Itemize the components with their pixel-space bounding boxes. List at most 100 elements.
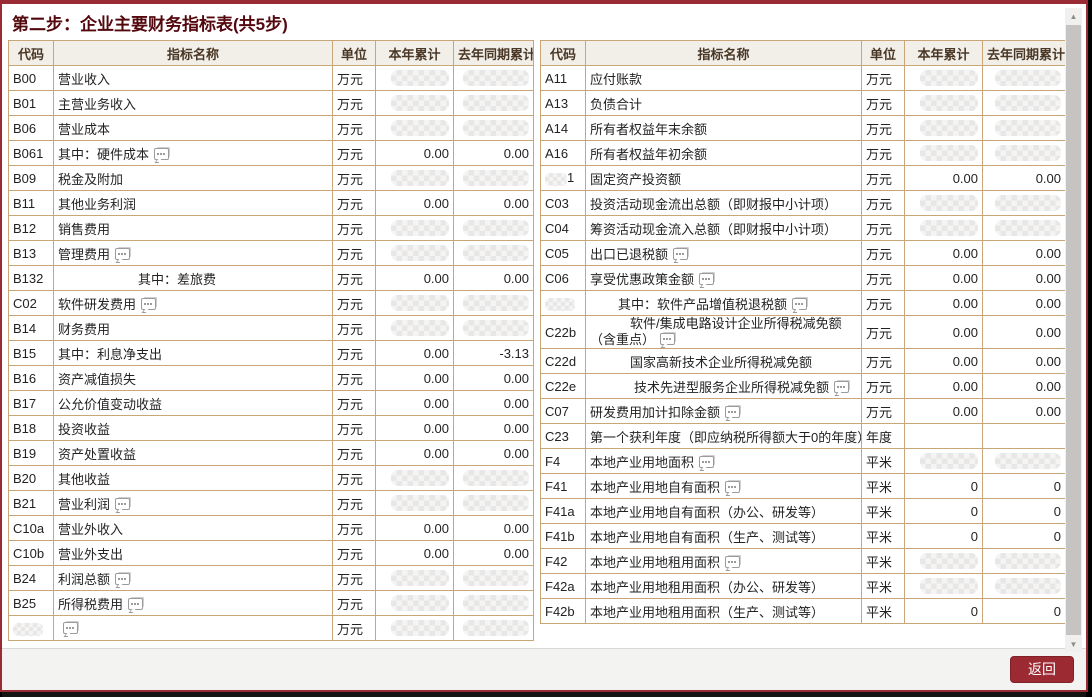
code-text: C07 — [545, 403, 569, 419]
indicator-name-cell: 本地产业用地自有面积 — [585, 473, 862, 499]
column-header: 去年同期累计 — [982, 40, 1066, 66]
redacted-value-blob — [391, 470, 449, 487]
indicator-name: 其中：利息净支出 — [58, 346, 163, 362]
table-row: C06 享受优惠政策金额 万元 0.00 0.00 — [540, 265, 1066, 291]
indicator-name: 负债合计 — [590, 96, 643, 112]
current-year-value-cell — [375, 290, 454, 316]
code-text: B21 — [13, 495, 37, 511]
current-year-value-cell: 0.00 — [904, 165, 983, 191]
unit-cell: 万元 — [861, 315, 905, 349]
prior-year-value-cell: 0.00 — [453, 140, 534, 166]
prior-year-value-cell — [982, 573, 1066, 599]
indicator-name-cell: 销售费用 — [53, 215, 333, 241]
code-text: B061 — [13, 145, 44, 161]
comment-tooltip-icon[interactable] — [792, 297, 808, 310]
current-year-value-cell: 0.00 — [904, 373, 983, 399]
comment-tooltip-icon[interactable] — [660, 333, 676, 345]
current-year-value-cell: 0.00 — [904, 265, 983, 291]
comment-tooltip-icon[interactable] — [725, 480, 741, 493]
indicator-name: 筹资活动现金流入总额（即财报中小计项） — [590, 221, 838, 237]
comment-tooltip-icon[interactable] — [725, 405, 741, 418]
back-button[interactable]: 返回 — [1010, 656, 1074, 683]
code-cell: B09 — [8, 165, 54, 191]
redacted-value-blob — [391, 170, 449, 187]
code-cell: B21 — [8, 490, 54, 516]
indicator-name: 所有者权益年初余额 — [590, 146, 708, 162]
comment-tooltip-icon[interactable] — [141, 297, 157, 310]
indicator-name-cell: 营业成本 — [53, 115, 333, 141]
indicator-name-cell: 本地产业用地租用面积（办公、研发等） — [585, 573, 862, 599]
comment-tooltip-icon[interactable] — [154, 147, 170, 160]
code-text: B25 — [13, 595, 37, 611]
comment-tooltip-icon[interactable] — [115, 247, 131, 260]
current-year-value-cell — [375, 615, 454, 641]
unit-cell: 万元 — [332, 190, 376, 216]
comment-tooltip-icon[interactable] — [128, 597, 144, 610]
table-row: B06 营业成本 万元 — [8, 115, 534, 141]
current-year-value-cell: 0.00 — [375, 440, 454, 466]
redacted-value-blob — [995, 553, 1061, 570]
current-year-value-cell: 0.00 — [375, 415, 454, 441]
vertical-scrollbar[interactable]: ▲ ▼ — [1065, 8, 1082, 652]
right-financial-table: 代码 指标名称 单位 本年累计 去年同期累计 A11 应付账款 万元 A13 负债合计 万元 A14… — [540, 40, 1066, 624]
indicator-name: 其他业务利润 — [58, 196, 137, 212]
code-cell: B13 — [8, 240, 54, 266]
prior-year-value-cell: 0.00 — [982, 290, 1066, 316]
scrollbar-thumb[interactable] — [1066, 25, 1081, 635]
comment-tooltip-icon[interactable] — [699, 272, 715, 285]
comment-tooltip-icon[interactable] — [725, 555, 741, 568]
table-row: C04 筹资活动现金流入总额（即财报中小计项） 万元 — [540, 215, 1066, 241]
indicator-name: 第一个获利年度（即应纳税所得额大于0的年度） — [590, 429, 862, 445]
redacted-value-blob — [463, 95, 529, 112]
table-row: C22d 国家高新技术企业所得税减免额 万元 0.00 0.00 — [540, 348, 1066, 374]
bottom-black-band — [2, 692, 1086, 697]
current-year-value-cell — [375, 240, 454, 266]
indicator-name: 投资活动现金流出总额（即财报中小计项） — [590, 196, 838, 212]
indicator-name-cell: 公允价值变动收益 — [53, 390, 333, 416]
redacted-value-blob — [995, 145, 1061, 162]
current-year-value-cell — [375, 465, 454, 491]
code-text: C03 — [545, 195, 569, 211]
redacted-value-blob — [995, 220, 1061, 237]
comment-tooltip-icon[interactable] — [699, 455, 715, 468]
current-year-value-cell — [904, 215, 983, 241]
comment-tooltip-icon[interactable] — [63, 621, 78, 634]
prior-year-value-cell: 0.00 — [453, 365, 534, 391]
current-year-value-cell: 0.00 — [904, 240, 983, 266]
unit-cell: 万元 — [332, 90, 376, 116]
table-row: B12 销售费用 万元 — [8, 215, 534, 241]
scroll-up-icon[interactable]: ▲ — [1069, 11, 1078, 21]
indicator-name-cell: 其中：利息净支出 — [53, 340, 333, 366]
prior-year-value-cell — [453, 115, 534, 141]
table-row: C10a 营业外收入 万元 0.00 0.00 — [8, 515, 534, 541]
comment-tooltip-icon[interactable] — [834, 380, 850, 393]
indicator-name-cell: 筹资活动现金流入总额（即财报中小计项） — [585, 215, 862, 241]
column-header: 指标名称 — [585, 40, 862, 66]
current-year-value-cell — [904, 65, 983, 91]
code-cell: C05 — [540, 240, 586, 266]
table-row: F41b 本地产业用地自有面积（生产、测试等） 平米 0 0 — [540, 523, 1066, 549]
scroll-down-icon[interactable]: ▼ — [1069, 639, 1078, 649]
column-header: 单位 — [861, 40, 905, 66]
indicator-name: 研发费用加计扣除金额 — [590, 404, 721, 420]
indicator-name: 本地产业用地租用面积 — [590, 554, 721, 570]
table-row: B11 其他业务利润 万元 0.00 0.00 — [8, 190, 534, 216]
indicator-name: 本地产业用地自有面积（生产、测试等） — [590, 529, 825, 545]
comment-tooltip-icon[interactable] — [115, 497, 131, 510]
code-cell: C06 — [540, 265, 586, 291]
redacted-value-blob — [920, 578, 978, 595]
code-text: B18 — [13, 420, 37, 436]
comment-tooltip-icon[interactable] — [673, 247, 689, 260]
unit-cell: 万元 — [332, 465, 376, 491]
table-row: B18 投资收益 万元 0.00 0.00 — [8, 415, 534, 441]
unit-cell: 万元 — [861, 190, 905, 216]
indicator-name-cell: 享受优惠政策金额 — [585, 265, 862, 291]
comment-tooltip-icon[interactable] — [115, 572, 131, 585]
unit-cell: 万元 — [332, 590, 376, 616]
table-row: A11 应付账款 万元 — [540, 65, 1066, 91]
indicator-name-cell: 营业收入 — [53, 65, 333, 91]
prior-year-value-cell — [453, 590, 534, 616]
current-year-value-cell — [904, 115, 983, 141]
indicator-name: 本地产业用地租用面积（生产、测试等） — [590, 604, 825, 620]
redacted-value-blob — [463, 120, 529, 137]
